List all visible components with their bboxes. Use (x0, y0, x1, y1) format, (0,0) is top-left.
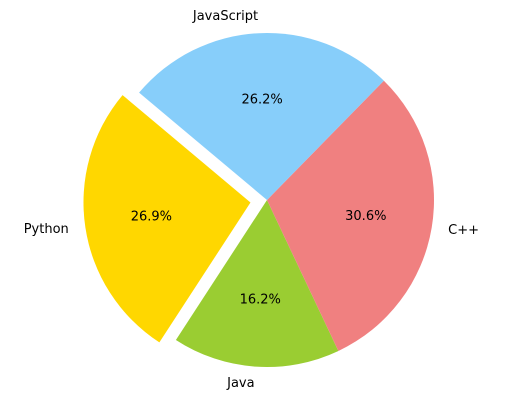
pie-slice (175, 200, 339, 367)
pie-slice (267, 80, 434, 351)
pie-slice (139, 33, 384, 201)
value-label: 26.2% (241, 92, 282, 107)
value-label: 26.9% (131, 210, 172, 225)
slice-label: JavaScript (192, 9, 258, 24)
pie-slice (83, 95, 251, 343)
slice-label: C++ (448, 223, 479, 238)
value-label: 16.2% (240, 292, 281, 307)
slice-label: Python (24, 222, 69, 237)
slice-label: Java (226, 376, 254, 391)
value-label: 30.6% (345, 209, 386, 224)
